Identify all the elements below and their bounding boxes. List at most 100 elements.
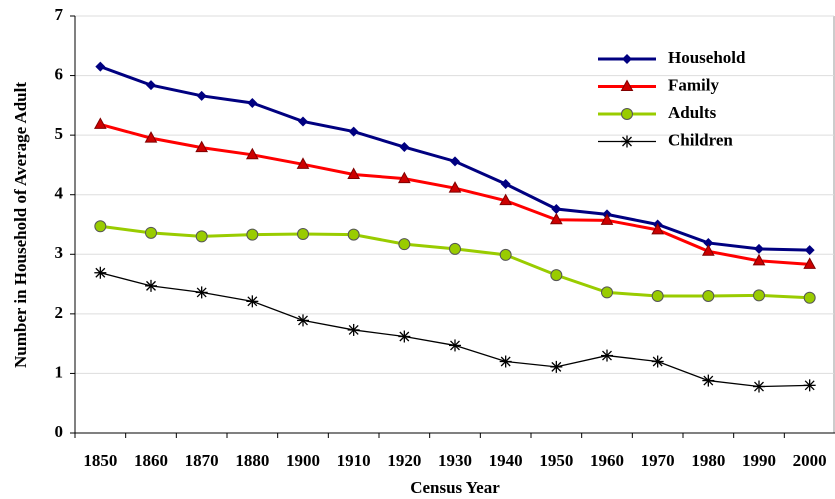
marker	[754, 243, 764, 254]
marker	[146, 80, 156, 91]
marker-stroke	[348, 324, 359, 335]
marker	[95, 61, 106, 72]
marker	[651, 222, 665, 235]
marker	[296, 157, 310, 169]
marker-shape	[399, 142, 410, 153]
marker	[701, 244, 715, 256]
y-tick-label: 6	[55, 64, 64, 83]
marker	[145, 226, 157, 239]
marker	[195, 230, 208, 243]
marker	[551, 204, 562, 215]
marker	[550, 269, 563, 282]
marker	[703, 237, 714, 248]
marker-stroke	[247, 296, 258, 307]
marker-shape	[551, 204, 562, 215]
y-tick-label: 1	[55, 362, 64, 381]
marker	[702, 289, 715, 302]
legend-label: Children	[668, 130, 733, 149]
marker-shape	[145, 226, 157, 239]
x-tick-label: 1870	[185, 451, 219, 470]
marker	[246, 295, 259, 308]
marker-stroke	[652, 356, 663, 367]
marker	[297, 314, 309, 327]
marker	[347, 167, 361, 179]
marker-shape	[196, 90, 207, 101]
marker-shape	[752, 253, 766, 266]
x-tick-label: 1960	[590, 451, 624, 470]
y-axis-label: Number in Household of Average Adult	[11, 82, 30, 368]
x-tick-label: 1930	[438, 451, 472, 470]
marker-shape	[93, 117, 107, 129]
y-tick-label: 3	[55, 243, 64, 262]
marker	[651, 355, 664, 368]
marker-shape	[550, 269, 563, 282]
x-tick-label: 1950	[539, 451, 573, 470]
marker-shape	[144, 131, 158, 143]
marker	[803, 379, 816, 392]
marker	[398, 330, 411, 343]
marker	[93, 117, 107, 129]
x-tick-label: 1990	[742, 451, 776, 470]
marker	[752, 253, 766, 266]
marker-shape	[803, 257, 817, 269]
marker	[245, 147, 259, 160]
marker-shape	[246, 228, 259, 241]
marker-shape	[347, 228, 360, 241]
marker	[499, 248, 512, 261]
marker-shape	[398, 238, 411, 251]
y-tick-label: 5	[55, 124, 64, 143]
marker	[651, 289, 664, 302]
marker-stroke	[602, 350, 612, 361]
y-tick-label: 2	[55, 303, 64, 322]
marker-shape	[397, 171, 411, 184]
marker-stroke	[95, 267, 106, 278]
marker-stroke	[298, 315, 308, 326]
marker	[449, 339, 461, 352]
marker	[601, 349, 613, 362]
marker-shape	[600, 213, 614, 225]
x-tick-label: 2000	[793, 451, 827, 470]
x-tick-label: 1880	[235, 451, 269, 470]
marker-shape	[499, 248, 512, 261]
marker	[803, 291, 816, 304]
marker-shape	[803, 291, 816, 304]
marker-stroke	[622, 136, 632, 147]
marker	[450, 156, 460, 167]
marker	[449, 242, 461, 255]
marker	[196, 90, 207, 101]
marker	[702, 374, 715, 387]
marker	[94, 266, 107, 279]
series-line	[100, 272, 810, 388]
marker-shape	[298, 116, 308, 127]
marker	[549, 212, 563, 225]
marker-stroke	[146, 280, 156, 291]
marker-stroke	[754, 381, 764, 392]
x-tick-label: 1850	[83, 451, 117, 470]
marker-shape	[195, 140, 209, 153]
marker-shape	[296, 157, 310, 169]
y-tick-label: 0	[55, 422, 64, 441]
x-tick-label: 1980	[691, 451, 725, 470]
marker	[94, 220, 107, 233]
marker	[499, 355, 512, 368]
marker-stroke	[450, 340, 460, 351]
legend-label: Household	[668, 48, 746, 67]
marker-shape	[620, 79, 634, 91]
marker-stroke	[551, 361, 562, 372]
marker	[145, 279, 157, 292]
marker	[246, 228, 259, 241]
marker-shape	[499, 193, 513, 206]
marker-shape	[347, 167, 361, 179]
marker-shape	[297, 228, 309, 241]
marker-shape	[601, 286, 613, 299]
marker-shape	[549, 212, 563, 225]
marker	[753, 380, 765, 393]
marker-shape	[702, 289, 715, 302]
marker-shape	[95, 61, 106, 72]
marker	[399, 142, 410, 153]
marker	[601, 286, 613, 299]
marker	[550, 360, 563, 373]
marker	[298, 116, 308, 127]
marker	[803, 257, 817, 269]
